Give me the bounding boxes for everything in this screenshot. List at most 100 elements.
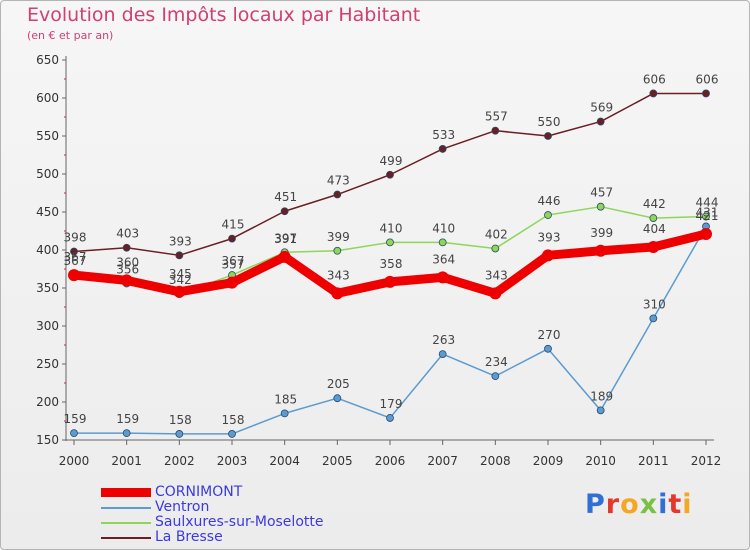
logo-letter: r [605,489,621,520]
data-point-ventron [122,429,131,438]
data-label-la-bresse: 533 [432,128,455,142]
data-point-saulxures-sur-moselotte [386,238,394,247]
data-point-la-bresse [386,170,394,179]
data-point-cornimont [173,285,186,298]
data-label-cornimont: 360 [116,255,139,269]
data-label-la-bresse: 606 [643,72,666,86]
logo-letter: P [585,489,606,520]
y-tick-label: 650 [36,53,59,67]
legend-label: Saulxures-sur-Moselotte [155,514,324,530]
data-label-ventron: 159 [64,412,87,426]
data-label-saulxures-sur-moselotte: 397 [274,231,297,245]
legend-label: CORNIMONT [155,484,243,500]
data-point-la-bresse [702,89,710,98]
y-tick-label: 350 [36,281,59,295]
data-point-ventron [544,344,552,353]
axis-ticks: 150 200 250 300 350 400 450 500 550 600 650 2000 200… [36,53,721,468]
data-label-la-bresse: 451 [274,190,297,204]
legend: CORNIMONT Ventron Saulxures-sur-Moselotte L… [101,485,323,545]
legend-swatch [101,536,151,539]
data-label-cornimont: 345 [169,267,192,281]
data-point-ventron [228,430,236,438]
data-point-ventron [491,372,500,381]
x-tick-label: 2008 [480,454,511,468]
legend-swatch [101,521,151,524]
data-label-cornimont: 364 [432,252,455,266]
data-label-ventron: 234 [485,355,508,369]
data-label-la-bresse: 550 [538,115,561,129]
data-label-saulxures-sur-moselotte: 367 [64,254,87,268]
y-tick-label: 250 [36,357,59,371]
data-point-la-bresse [175,251,184,260]
data-label-la-bresse: 499 [380,154,403,168]
logo-letter: o [620,489,640,520]
data-point-la-bresse [491,126,500,135]
data-label-ventron: 158 [222,413,245,427]
data-label-cornimont: 391 [274,232,297,246]
y-tick-label: 450 [36,205,59,219]
data-label-la-bresse: 557 [485,110,508,124]
logo-letter: i [682,489,693,520]
data-point-ventron [175,430,184,438]
data-label-saulxures-sur-moselotte: 410 [380,221,403,235]
chart-subtitle: (en € et par an) [27,29,114,42]
y-tick-label: 200 [36,395,59,409]
data-point-la-bresse [122,243,131,252]
data-point-cornimont [700,228,712,241]
data-label-la-bresse: 403 [116,227,139,241]
data-label-ventron: 270 [538,328,561,342]
data-label-saulxures-sur-moselotte: 367 [222,254,245,268]
x-tick-label: 2011 [638,454,669,468]
data-label-ventron: 159 [116,412,139,426]
data-point-ventron [280,409,289,418]
data-point-cornimont [542,249,554,262]
data-point-cornimont [647,240,660,253]
data-point-ventron [649,314,658,323]
data-point-cornimont [489,287,502,300]
data-point-saulxures-sur-moselotte [438,238,447,247]
data-point-cornimont [436,271,449,284]
data-point-la-bresse [228,234,236,243]
data-label-ventron: 310 [643,297,666,311]
data-point-saulxures-sur-moselotte [596,202,605,211]
data-label-cornimont: 367 [64,250,87,264]
x-tick-label: 2007 [427,454,458,468]
legend-swatch [101,488,151,497]
y-tick-label: 300 [36,319,59,333]
data-point-la-bresse [438,145,447,153]
legend-item-saulxures-sur-moselotte: Saulxures-sur-Moselotte [101,515,323,530]
legend-label: Ventron [155,499,210,515]
data-label-cornimont: 393 [538,230,561,244]
x-tick-label: 2003 [217,454,248,468]
data-label-ventron: 189 [590,389,613,403]
x-tick-label: 2005 [322,454,353,468]
plot-area [68,89,712,438]
data-label-cornimont: 399 [590,226,613,240]
logo-letter: i [658,489,669,520]
data-label-saulxures-sur-moselotte: 446 [538,194,561,208]
data-label-la-bresse: 398 [64,231,87,245]
data-label-cornimont: 343 [327,268,350,282]
data-point-ventron [386,414,394,422]
data-label-ventron: 263 [432,333,455,347]
data-point-la-bresse [333,190,342,199]
data-point-saulxures-sur-moselotte [702,212,710,221]
data-point-saulxures-sur-moselotte [649,214,658,222]
data-label-la-bresse: 606 [696,72,719,86]
data-point-saulxures-sur-moselotte [491,244,500,253]
data-labels: 398 403 393 415 451 473 499 533 557 550 569 606 606 3… [64,72,719,426]
data-point-la-bresse [649,89,658,98]
data-label-saulxures-sur-moselotte: 356 [116,262,139,276]
y-tick-label: 150 [36,433,59,447]
data-label-saulxures-sur-moselotte: 457 [590,186,613,200]
proxiti-logo: Proxiti [585,489,693,520]
data-point-ventron [438,350,447,359]
y-tick-label: 550 [36,129,59,143]
data-label-ventron: 431 [696,205,719,219]
data-point-cornimont [68,269,80,282]
x-tick-label: 2002 [164,454,195,468]
legend-item-cornimont: CORNIMONT [101,485,323,500]
data-point-cornimont [278,250,291,263]
data-point-la-bresse [280,207,289,216]
data-point-cornimont [594,244,607,257]
